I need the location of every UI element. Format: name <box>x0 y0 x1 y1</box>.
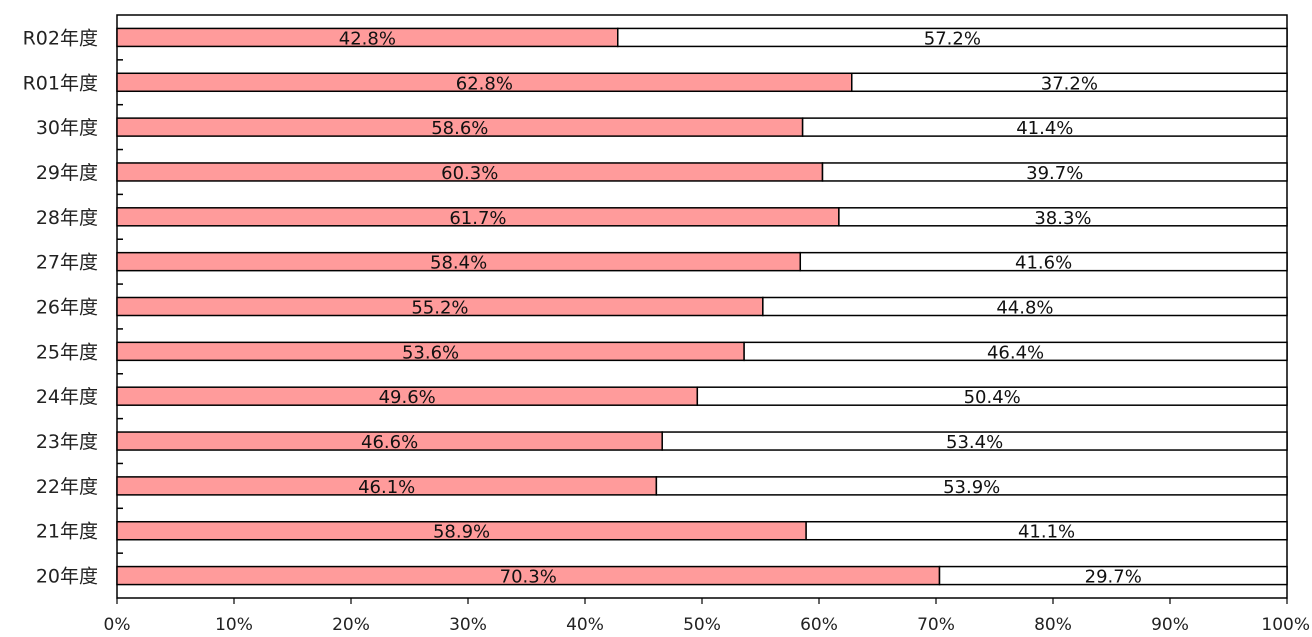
category-label: 26年度 <box>36 297 98 319</box>
x-tick-label: 0% <box>104 615 131 635</box>
bar-group: 42.8% 57.2% 62.8% 37.2% 58.6% 41.4% 60.3% 39.7%… <box>116 27 1288 588</box>
x-tick-label: 60% <box>800 615 838 635</box>
category-label: R02年度 <box>23 27 98 49</box>
data-label: 53.4% <box>946 432 1003 453</box>
bar-segment <box>655 476 1288 496</box>
data-label: 55.2% <box>411 298 468 319</box>
category-label: 24年度 <box>36 386 98 408</box>
data-label: 58.9% <box>433 522 490 543</box>
category-label: 25年度 <box>36 341 98 363</box>
category-labels: R02年度 R01年度 30年度 29年度 28年度 27年度 26年度 25年度 24年度 23… <box>23 27 123 588</box>
bar-segment <box>661 431 1288 451</box>
x-tick-label: 70% <box>917 615 955 635</box>
data-label: 61.7% <box>449 208 506 229</box>
data-label: 38.3% <box>1034 208 1091 229</box>
data-label: 46.1% <box>358 477 415 498</box>
bar-segment <box>851 72 1288 93</box>
category-label: 23年度 <box>36 431 98 453</box>
bar-segment <box>743 341 1288 362</box>
bar-segment <box>696 386 1288 406</box>
data-label: 58.4% <box>430 253 487 274</box>
data-label: 29.7% <box>1085 567 1142 588</box>
category-label: 27年度 <box>36 252 98 274</box>
data-label: 53.6% <box>402 342 459 363</box>
data-label: 57.2% <box>924 28 981 49</box>
data-label: 37.2% <box>1041 73 1098 94</box>
x-tick-label: 40% <box>566 615 604 635</box>
x-tick-label: 10% <box>215 615 253 635</box>
data-label: 44.8% <box>996 298 1053 319</box>
data-label: 41.6% <box>1015 253 1072 274</box>
category-label: 20年度 <box>36 566 98 588</box>
data-label: 42.8% <box>339 28 396 49</box>
x-tick-label: 100% <box>1261 615 1310 635</box>
bar-segment <box>799 251 1288 272</box>
bar-segment <box>838 207 1288 227</box>
data-label: 53.9% <box>943 477 1000 498</box>
data-label: 62.8% <box>456 73 513 94</box>
category-label: 22年度 <box>36 476 98 498</box>
data-label: 60.3% <box>441 163 498 184</box>
data-label: 49.6% <box>379 387 436 408</box>
data-label: 39.7% <box>1026 163 1083 184</box>
bar-segment <box>762 296 1288 317</box>
data-label: 46.4% <box>987 342 1044 363</box>
x-tick-label: 20% <box>332 615 370 635</box>
data-label: 58.6% <box>431 118 488 139</box>
bar-segment <box>805 520 1288 541</box>
x-axis-ticks: 0% 10% 20% 30% 40% 50% 60% 70% 80% 90% 100% <box>104 598 1310 635</box>
category-label: 21年度 <box>36 521 98 543</box>
bar-segment <box>617 27 1288 48</box>
category-label: 28年度 <box>36 207 98 229</box>
bar-segment <box>938 565 1288 586</box>
data-label: 46.6% <box>361 432 418 453</box>
x-tick-label: 30% <box>449 615 487 635</box>
data-label: 41.4% <box>1016 118 1073 139</box>
data-label: 50.4% <box>964 387 1021 408</box>
data-label: 70.3% <box>500 567 557 588</box>
bar-segment <box>821 162 1288 182</box>
x-tick-label: 50% <box>683 615 721 635</box>
x-tick-label: 80% <box>1034 615 1072 635</box>
data-label: 41.1% <box>1018 522 1075 543</box>
x-tick-label: 90% <box>1151 615 1189 635</box>
category-label: R01年度 <box>23 72 98 94</box>
category-label: 29年度 <box>36 162 98 184</box>
category-label: 30年度 <box>36 117 98 139</box>
bar-segment <box>801 117 1288 137</box>
